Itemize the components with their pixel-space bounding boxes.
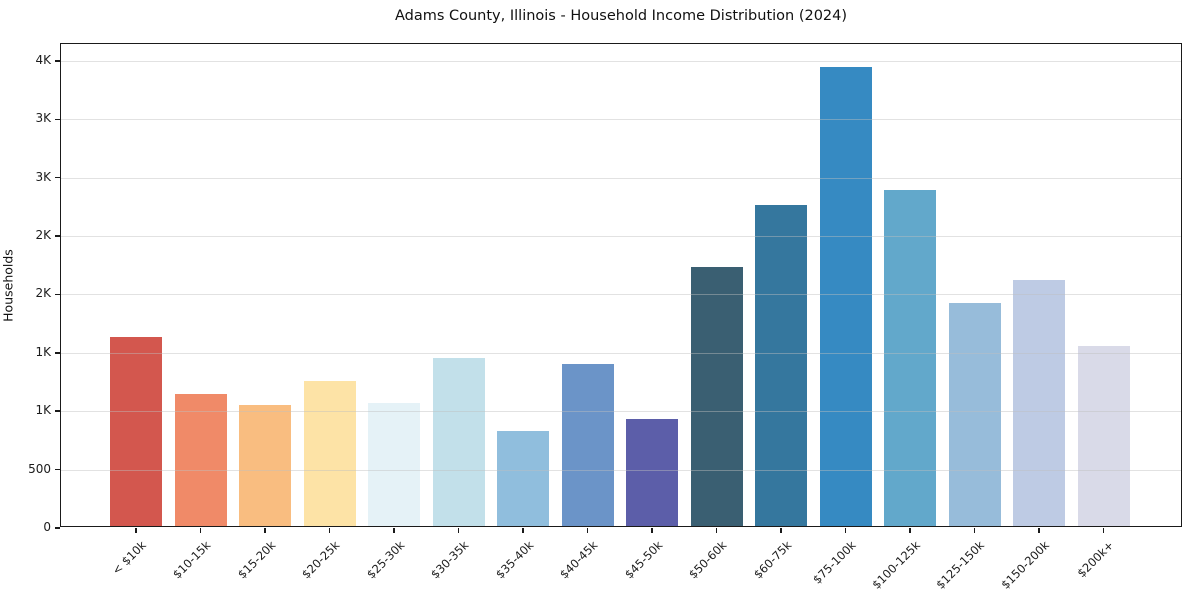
gridline <box>61 60 1181 62</box>
gridline <box>61 469 1181 471</box>
x-tick-mark <box>844 528 847 533</box>
bar <box>626 418 678 526</box>
y-tick-mark <box>54 235 60 237</box>
x-tick-mark <box>199 528 202 533</box>
y-tick-label: 1K <box>35 403 51 418</box>
y-tick-mark <box>54 410 60 412</box>
bar <box>819 67 872 526</box>
x-tick-mark <box>457 528 460 533</box>
y-tick-label: 2K <box>35 286 51 301</box>
chart-title: Adams County, Illinois - Household Incom… <box>394 8 848 24</box>
x-tick-label: $200k+ <box>1074 538 1117 581</box>
bar <box>1013 279 1065 526</box>
x-tick-mark <box>1102 528 1105 533</box>
x-tick-label: $40-45k <box>556 538 601 582</box>
gridline <box>61 177 1181 179</box>
x-tick-mark <box>264 528 266 533</box>
x-tick-mark <box>522 528 524 533</box>
gridline <box>61 411 1181 413</box>
x-tick-label: $25-30k <box>363 538 407 582</box>
y-tick-mark <box>54 176 60 179</box>
x-tick-label: $35-40k <box>492 538 536 582</box>
gridline <box>61 236 1181 238</box>
x-tick-label: $10-15k <box>169 538 214 582</box>
bar <box>561 363 614 526</box>
gridline <box>61 119 1181 121</box>
y-tick-label: 1K <box>35 344 51 359</box>
bar <box>497 431 549 526</box>
x-tick-label: < $10k <box>109 538 149 578</box>
bar <box>690 266 743 526</box>
y-tick-mark <box>54 293 60 296</box>
x-tick-label: $60-75k <box>750 538 794 582</box>
bar <box>432 357 485 526</box>
plot-area: 0 500 1K 1K 2K 2K 3K 3K 4K < $10k $10-15k $15-20k $2… <box>28 43 1182 590</box>
bar <box>755 204 807 526</box>
y-tick-label: 2K <box>35 228 51 243</box>
x-tick-mark <box>328 528 331 533</box>
y-tick-label: 3K <box>35 111 51 126</box>
y-tick-label: 4K <box>35 52 51 67</box>
y-tick-label: 0 <box>43 520 51 534</box>
gridline <box>61 294 1181 296</box>
x-tick-label: $30-35k <box>427 538 472 582</box>
bar <box>174 394 227 526</box>
x-tick-mark <box>393 528 395 533</box>
y-tick-mark <box>54 352 60 354</box>
bar <box>948 302 1001 526</box>
x-tick-mark <box>586 528 589 533</box>
y-tick-mark <box>54 527 60 529</box>
y-tick-label: 3K <box>35 169 51 184</box>
bar <box>368 403 420 526</box>
x-tick-label: $20-25k <box>298 538 343 582</box>
x-tick-label: $125-150k <box>933 538 988 590</box>
x-tick-label: $50-60k <box>685 538 730 582</box>
bar <box>303 381 356 526</box>
x-tick-mark <box>651 528 653 533</box>
x-tick-mark <box>973 528 976 533</box>
y-tick-label: 500 <box>28 461 51 476</box>
gridline <box>61 352 1181 354</box>
y-tick-mark <box>54 118 60 121</box>
y-tick-mark <box>54 468 60 471</box>
x-tick-label: $150-200k <box>998 538 1052 590</box>
x-tick-label: $100-125k <box>869 538 923 590</box>
x-tick-mark <box>780 528 782 533</box>
bar <box>884 189 936 526</box>
x-tick-mark <box>135 528 137 533</box>
x-tick-label: $75-100k <box>809 538 859 587</box>
x-tick-mark <box>1038 528 1040 533</box>
y-axis-label: Households <box>0 249 16 322</box>
bar <box>1077 346 1130 526</box>
x-tick-label: $45-50k <box>621 538 665 582</box>
bar <box>110 336 162 526</box>
x-tick-mark <box>909 528 911 533</box>
x-tick-label: $15-20k <box>234 538 278 582</box>
y-tick-mark <box>54 60 60 62</box>
x-tick-mark <box>715 528 718 533</box>
bar <box>239 404 291 526</box>
